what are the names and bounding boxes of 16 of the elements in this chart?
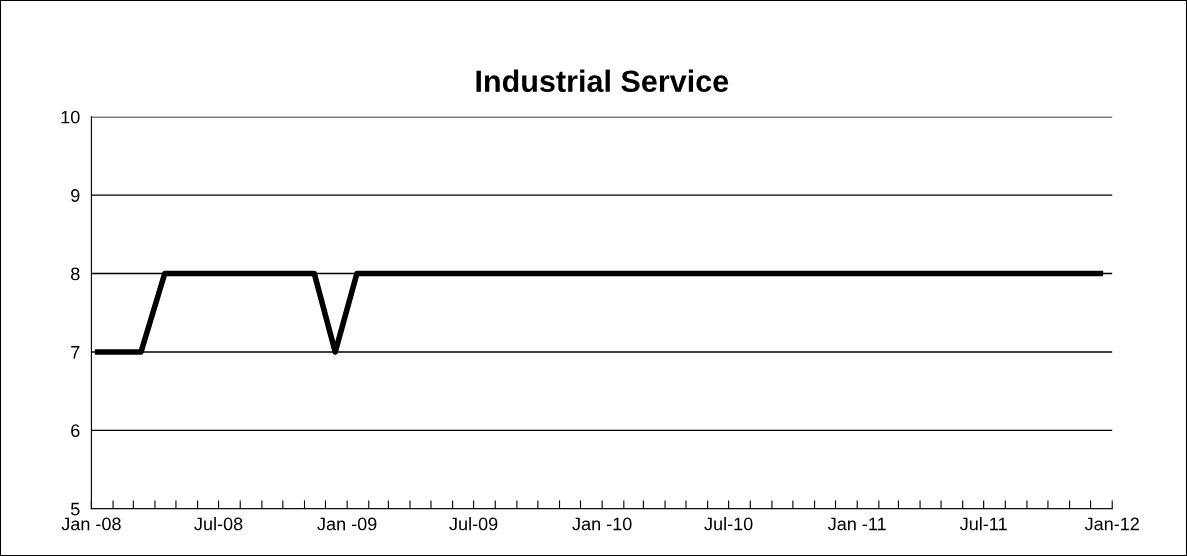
x-tick-label: Jul-08 (194, 517, 243, 531)
y-tick-label: 9 (71, 189, 80, 202)
y-tick-label: 6 (71, 424, 80, 438)
x-tick-label: Jul-10 (704, 517, 753, 531)
x-tick-label: Jan -10 (572, 517, 632, 531)
y-tick-label: 7 (71, 346, 80, 359)
chart-title: Industrial Service (476, 69, 729, 93)
x-tick-label: Jan -09 (317, 517, 377, 531)
x-tick-label: Jan -11 (828, 517, 886, 531)
y-tick-label: 10 (61, 110, 80, 124)
x-tick-label: Jul-09 (449, 517, 498, 531)
x-tick-label: Jul-11 (960, 517, 1007, 531)
x-tick-label: Jan-12 (1084, 517, 1139, 531)
y-tick-label: 5 (70, 502, 80, 516)
x-tick-label: Jan -08 (61, 517, 121, 531)
y-tick-label: 8 (71, 267, 80, 281)
